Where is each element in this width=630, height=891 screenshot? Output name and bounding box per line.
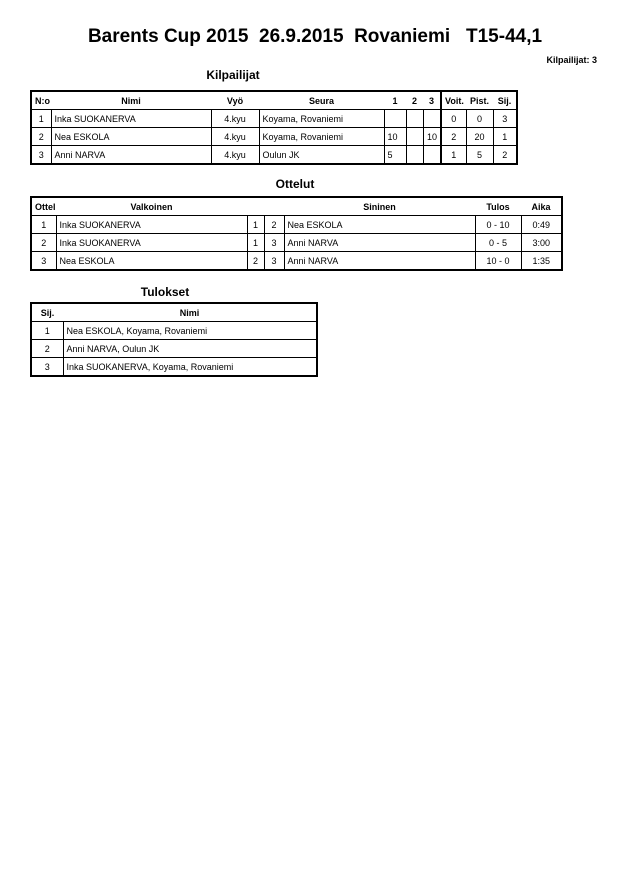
- column-header: Pist.: [466, 91, 493, 110]
- column-header: Tulos: [475, 197, 521, 216]
- table-cell: Inka SUOKANERVA: [55, 215, 248, 234]
- table-cell: 2: [30, 127, 52, 146]
- table-row: 2 Anni NARVA, Oulun JK: [30, 339, 318, 358]
- column-header: Vyö: [211, 91, 259, 110]
- table-cell: 1: [492, 127, 518, 146]
- table-cell: Nea ESKOLA, Koyama, Rovaniemi: [62, 321, 318, 340]
- table-cell: 3: [30, 357, 64, 377]
- table-cell: 3: [30, 251, 57, 271]
- table-cell: Koyama, Rovaniemi: [258, 109, 385, 128]
- table-cell: [422, 145, 442, 165]
- table-row: 1 Inka SUOKANERVA 1 2 Nea ESKOLA 0 - 10 0:49: [30, 215, 563, 234]
- column-header: Ottelu: [31, 197, 56, 216]
- table-cell: [405, 145, 424, 165]
- table-cell: 10: [422, 127, 442, 146]
- table-cell: 2: [30, 339, 64, 358]
- table-cell: 5: [465, 145, 494, 165]
- table-cell: Oulun JK: [258, 145, 385, 165]
- table-cell: Anni NARVA: [50, 145, 212, 165]
- column-header: Aika: [521, 197, 562, 216]
- table-cell: 3: [263, 251, 285, 271]
- table-row: 3 Nea ESKOLA 2 3 Anni NARVA 10 - 0 1:35: [30, 251, 563, 271]
- column-header: Nimi: [63, 303, 317, 322]
- column-header: 1: [384, 91, 406, 110]
- column-header: Sij.: [31, 303, 63, 322]
- matches-title: Ottelut: [275, 177, 315, 191]
- column-header: Sij.: [493, 91, 517, 110]
- table-cell: 0:49: [520, 215, 563, 234]
- table-cell: Anni NARVA: [283, 251, 476, 271]
- table-row: 2 Nea ESKOLA 4.kyu Koyama, Rovaniemi 10 10 2 20…: [30, 127, 518, 146]
- column-header: [264, 197, 284, 216]
- table-cell: 2: [246, 251, 265, 271]
- table-cell: Anni NARVA, Oulun JK: [62, 339, 318, 358]
- table-cell: [405, 109, 424, 128]
- column-header: 2: [406, 91, 423, 110]
- table-cell: 1: [440, 145, 467, 165]
- column-header: Seura: [259, 91, 384, 110]
- table-cell: 20: [465, 127, 494, 146]
- table-cell: 0 - 10: [474, 215, 522, 234]
- table-cell: 4.kyu: [210, 145, 260, 165]
- table-row: 1 Inka SUOKANERVA 4.kyu Koyama, Rovaniemi 0 0…: [30, 109, 518, 128]
- column-header: N:o: [31, 91, 51, 110]
- table-row: 1 Nea ESKOLA, Koyama, Rovaniemi: [30, 321, 318, 340]
- table-cell: Nea ESKOLA: [50, 127, 212, 146]
- competitors-table: N:o Nimi Vyö Seura 1 2 3 Voit. Pist. Sij. 1 Inka SU…: [30, 90, 518, 165]
- results-title: Tulokset: [140, 285, 190, 299]
- competitor-count: Kilpailijat: 3: [546, 55, 597, 65]
- matches-table: OtteluValkoinenSininenTulosAika1Inka SUO…: [30, 196, 563, 271]
- table-cell: 10: [383, 127, 407, 146]
- table-cell: 4.kyu: [210, 109, 260, 128]
- table-cell: Inka SUOKANERVA: [50, 109, 212, 128]
- column-header: Sininen: [284, 197, 475, 216]
- column-header: Nimi: [51, 91, 211, 110]
- table-cell: 2: [263, 215, 285, 234]
- table-cell: [405, 127, 424, 146]
- table-cell: 1:35: [520, 251, 563, 271]
- table-cell: 1: [30, 321, 64, 340]
- table-cell: [383, 109, 407, 128]
- table-cell: 3: [263, 233, 285, 252]
- column-header: [247, 197, 264, 216]
- table-cell: 1: [30, 215, 57, 234]
- table-cell: 0 - 5: [474, 233, 522, 252]
- competitors-title: Kilpailijat: [206, 68, 260, 82]
- table-cell: 3: [492, 109, 518, 128]
- table-cell: 10 - 0: [474, 251, 522, 271]
- table-cell: 1: [246, 233, 265, 252]
- table-cell: 1: [30, 109, 52, 128]
- table-cell: 2: [440, 127, 467, 146]
- table-cell: 3: [30, 145, 52, 165]
- table-cell: 2: [492, 145, 518, 165]
- table-row: 2 Inka SUOKANERVA 1 3 Anni NARVA 0 - 5 3:00: [30, 233, 563, 252]
- table-cell: Inka SUOKANERVA: [55, 233, 248, 252]
- column-header: 3: [423, 91, 441, 110]
- header-row: Sij. Nimi: [31, 303, 317, 322]
- table-cell: Nea ESKOLA: [283, 215, 476, 234]
- page-title: Barents Cup 2015 26.9.2015 Rovaniemi T15…: [87, 26, 543, 47]
- table-cell: 4.kyu: [210, 127, 260, 146]
- table-cell: [422, 109, 442, 128]
- table-cell: 3:00: [520, 233, 563, 252]
- table-cell: 1: [246, 215, 265, 234]
- table-cell: Nea ESKOLA: [55, 251, 248, 271]
- table-cell: 0: [440, 109, 467, 128]
- table-cell: Anni NARVA: [283, 233, 476, 252]
- column-header: Voit.: [440, 91, 466, 110]
- table-row: 3 Inka SUOKANERVA, Koyama, Rovaniemi: [30, 357, 318, 377]
- results-table: Sij. Nimi 1 Nea ESKOLA, Koyama, Rovaniemi 2 A…: [30, 302, 318, 377]
- table-cell: 5: [383, 145, 407, 165]
- table-cell: Koyama, Rovaniemi: [258, 127, 385, 146]
- table-cell: 2: [30, 233, 57, 252]
- table-cell: Inka SUOKANERVA, Koyama, Rovaniemi: [62, 357, 318, 377]
- table-cell: 0: [465, 109, 494, 128]
- column-header: Valkoinen: [56, 197, 247, 216]
- table-row: 3 Anni NARVA 4.kyu Oulun JK 5 1 5 2: [30, 145, 518, 165]
- header-row: N:o Nimi Vyö Seura 1 2 3 Voit. Pist. Sij.: [31, 91, 517, 110]
